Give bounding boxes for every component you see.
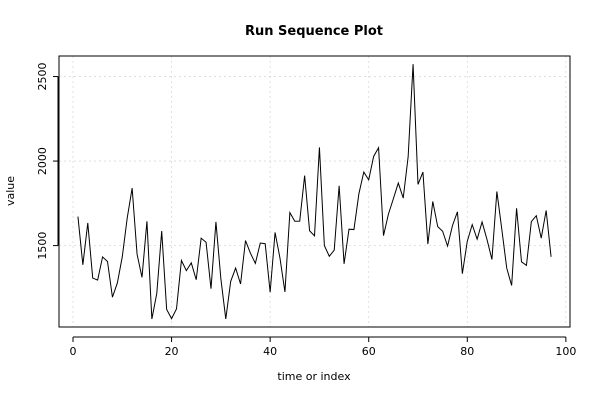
x-tick-label: 60 (362, 345, 376, 358)
x-tick-label: 100 (555, 345, 576, 358)
plot-frame (58, 55, 571, 328)
series-layer (77, 64, 552, 320)
x-axis: 0 20 40 60 80 100 (69, 336, 576, 358)
y-tick-label: 2000 (36, 147, 49, 175)
series-line (77, 64, 552, 320)
x-tick-label: 40 (263, 345, 277, 358)
y-axis-label: value (4, 176, 17, 206)
x-tick-label: 0 (69, 345, 76, 358)
y-tick-label: 2500 (36, 63, 49, 91)
x-tick-label: 80 (460, 345, 474, 358)
y-tick-label: 1500 (36, 232, 49, 260)
x-tick-label: 20 (165, 345, 179, 358)
x-axis-label: time or index (277, 370, 351, 383)
y-axis: 1500 2000 2500 (36, 63, 59, 260)
grid-layer (59, 56, 570, 327)
chart-title: Run Sequence Plot (245, 24, 383, 39)
